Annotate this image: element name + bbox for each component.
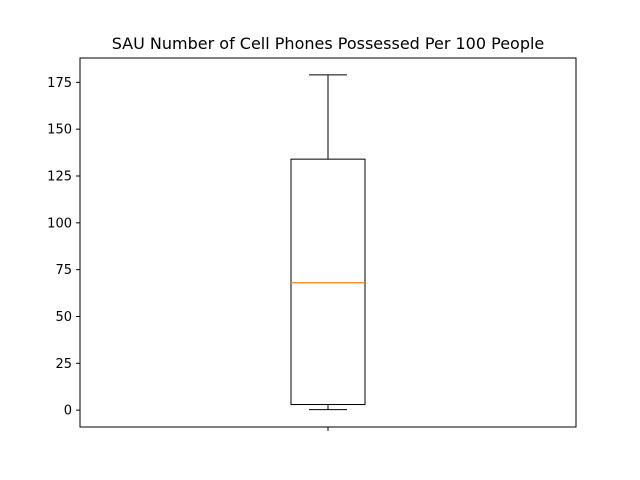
y-tick-label-175: 175 bbox=[47, 76, 72, 91]
chart-title: SAU Number of Cell Phones Possessed Per … bbox=[112, 34, 545, 53]
y-tick-label-50: 50 bbox=[55, 310, 72, 325]
y-tick-label-75: 75 bbox=[55, 263, 72, 278]
y-tick-label-150: 150 bbox=[47, 123, 72, 138]
y-tick-label-100: 100 bbox=[47, 216, 72, 231]
y-tick-label-0: 0 bbox=[64, 404, 72, 419]
y-tick-label-125: 125 bbox=[47, 170, 72, 185]
plot-area: 0 25 50 75 100 125 150 175 bbox=[47, 57, 577, 431]
iqr-box bbox=[290, 158, 366, 406]
y-tick-label-25: 25 bbox=[55, 357, 72, 372]
